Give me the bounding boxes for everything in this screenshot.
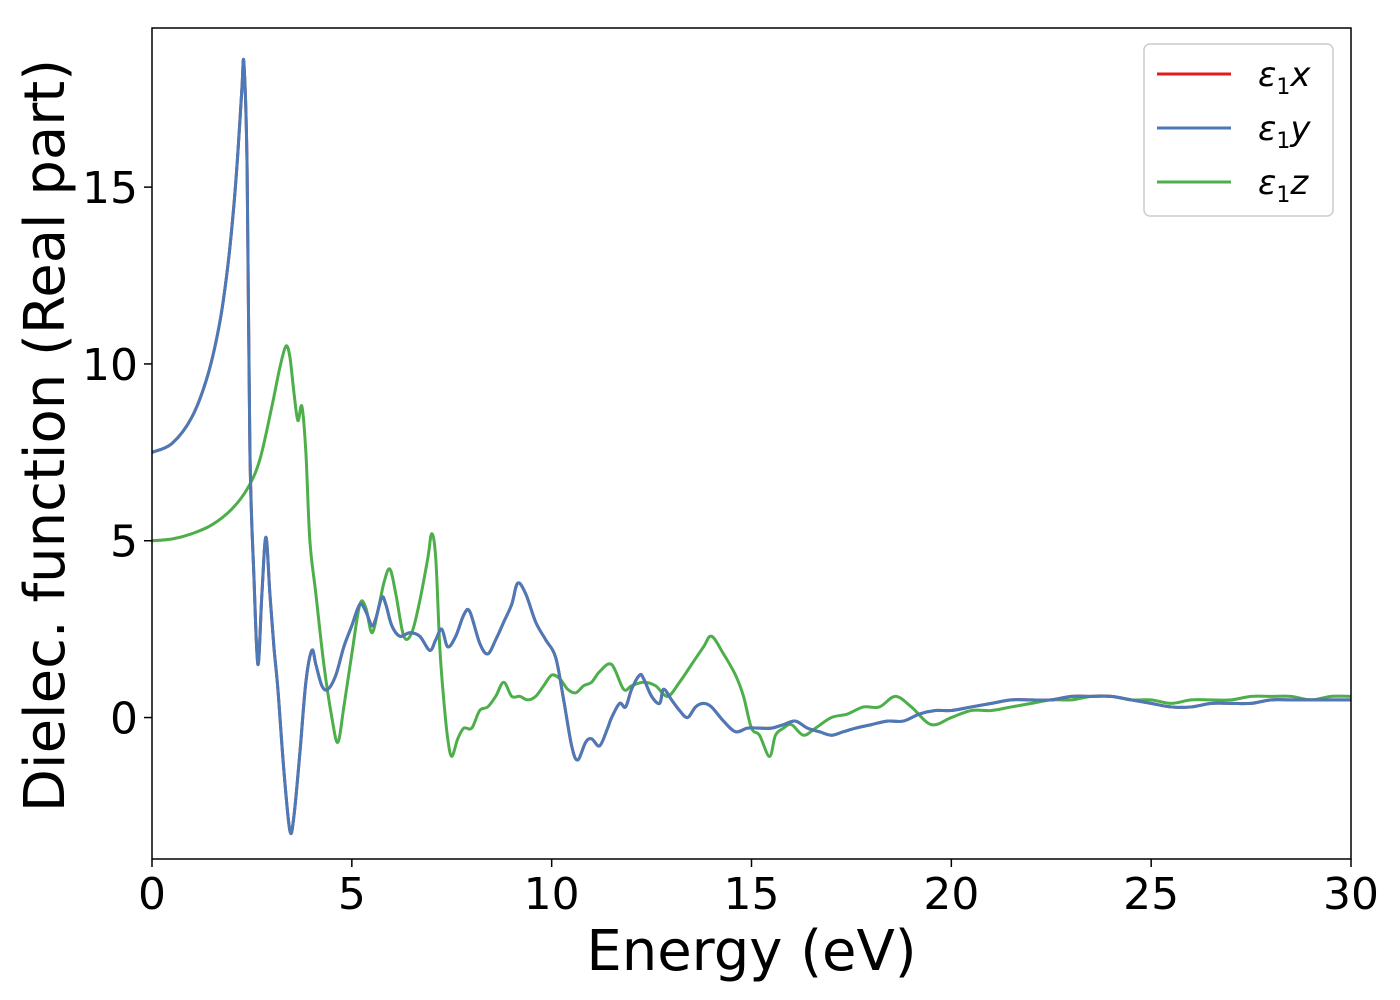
y-tick-label: 10	[82, 340, 138, 391]
x-tick-label: 15	[724, 869, 780, 920]
legend-entry-z: ε1z	[1157, 163, 1309, 208]
legend-label: ε1x	[1258, 55, 1311, 100]
x-tick-label: 5	[338, 869, 366, 920]
x-tick-label: 10	[524, 869, 580, 920]
legend-entry-y: ε1y	[1157, 109, 1311, 154]
legend: ε1x ε1y ε1z	[1143, 43, 1334, 217]
y-tick-label: 5	[110, 517, 138, 568]
series-line-y	[152, 57, 1351, 836]
legend-box	[1143, 43, 1334, 217]
legend-label: ε1y	[1258, 109, 1311, 154]
x-tick-label: 25	[1123, 869, 1179, 920]
x-axis-title: Energy (eV)	[586, 919, 916, 984]
series-line-z	[152, 344, 1351, 758]
x-tick-label: 20	[923, 869, 979, 920]
legend-entry-x: ε1x	[1157, 55, 1311, 100]
y-tick-label: 15	[82, 163, 138, 214]
plot-lines	[152, 57, 1351, 836]
y-axis-title: Dielec. function (Real part)	[13, 59, 78, 812]
x-tick-label: 30	[1323, 869, 1379, 920]
x-tick-label: 0	[138, 869, 166, 920]
y-tick-label: 0	[110, 694, 138, 745]
legend-label: ε1z	[1258, 163, 1309, 208]
